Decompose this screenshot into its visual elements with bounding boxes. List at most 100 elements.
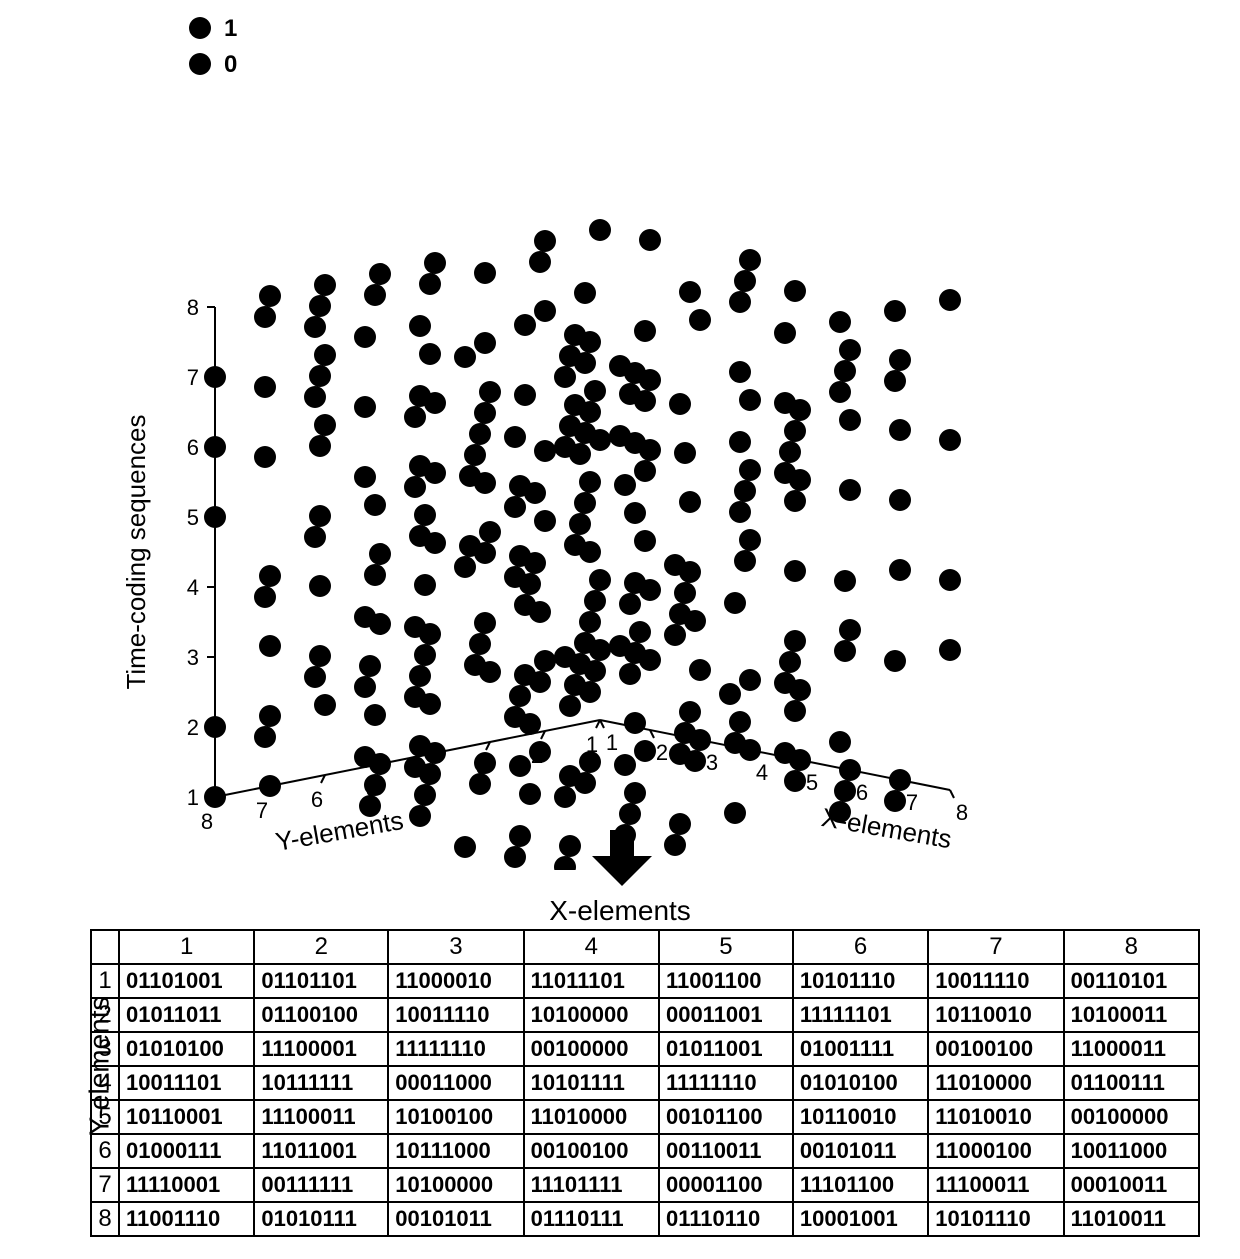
table-cell: 11100001 bbox=[254, 1032, 388, 1066]
svg-text:3: 3 bbox=[187, 645, 199, 670]
table-cell: 11101111 bbox=[524, 1168, 659, 1202]
3d-scatter-plot: 123456781234567812345678 X-elementsY-ele… bbox=[0, 0, 1240, 870]
table-cell: 11001100 bbox=[659, 964, 793, 998]
svg-text:Time-coding sequences: Time-coding sequences bbox=[121, 414, 151, 689]
table-row-header: 8 bbox=[91, 1202, 119, 1236]
svg-text:5: 5 bbox=[187, 505, 199, 530]
table-col-header: 5 bbox=[659, 930, 793, 964]
table-cell: 11010000 bbox=[524, 1100, 659, 1134]
table-cell: 11010010 bbox=[928, 1100, 1063, 1134]
svg-text:4: 4 bbox=[756, 760, 768, 785]
svg-text:2: 2 bbox=[187, 715, 199, 740]
table-cell: 01010100 bbox=[793, 1066, 928, 1100]
table-row: 4100111011011111100011000101011111111111… bbox=[91, 1066, 1199, 1100]
svg-text:8: 8 bbox=[201, 809, 213, 834]
table-col-header: 1 bbox=[119, 930, 254, 964]
table-cell: 11100011 bbox=[254, 1100, 388, 1134]
table-cell: 00101100 bbox=[659, 1100, 793, 1134]
table-cell: 01000111 bbox=[119, 1134, 254, 1168]
table-cell: 00010011 bbox=[1064, 1168, 1199, 1202]
svg-text:0: 0 bbox=[224, 51, 237, 78]
code-table: 12345678 1011010010110110111000010110111… bbox=[90, 929, 1200, 1237]
table-row: 1011010010110110111000010110111011100110… bbox=[91, 964, 1199, 998]
table-cell: 01100111 bbox=[1064, 1066, 1199, 1100]
table-cell: 01011011 bbox=[119, 998, 254, 1032]
table-corner-cell bbox=[91, 930, 119, 964]
table-cell: 10011101 bbox=[119, 1066, 254, 1100]
table-cell: 11100011 bbox=[928, 1168, 1063, 1202]
svg-text:4: 4 bbox=[187, 575, 199, 600]
svg-text:3: 3 bbox=[706, 750, 718, 775]
table-row: 8110011100101011100101011011101110111011… bbox=[91, 1202, 1199, 1236]
table-cell: 11111101 bbox=[793, 998, 928, 1032]
table-cell: 01001111 bbox=[793, 1032, 928, 1066]
table-x-axis-label: X-elements bbox=[40, 895, 1200, 927]
table-cell: 10110010 bbox=[793, 1100, 928, 1134]
table-cell: 11011001 bbox=[254, 1134, 388, 1168]
svg-text:6: 6 bbox=[187, 435, 199, 460]
table-cell: 10110010 bbox=[928, 998, 1063, 1032]
table-cell: 00110011 bbox=[659, 1134, 793, 1168]
table-cell: 10110001 bbox=[119, 1100, 254, 1134]
svg-text:6: 6 bbox=[311, 787, 323, 812]
svg-text:2: 2 bbox=[531, 743, 543, 768]
svg-text:2: 2 bbox=[656, 740, 668, 765]
table-cell: 11000011 bbox=[1064, 1032, 1199, 1066]
table-cell: 11111110 bbox=[388, 1032, 523, 1066]
table-cell: 00001100 bbox=[659, 1168, 793, 1202]
svg-text:6: 6 bbox=[856, 780, 868, 805]
table-cell: 10011000 bbox=[1064, 1134, 1199, 1168]
table-cell: 10011110 bbox=[388, 998, 523, 1032]
svg-text:1: 1 bbox=[606, 730, 618, 755]
svg-text:8: 8 bbox=[956, 800, 968, 825]
table-cell: 11000100 bbox=[928, 1134, 1063, 1168]
svg-text:7: 7 bbox=[187, 365, 199, 390]
table-row: 7111100010011111110100000111011110000110… bbox=[91, 1168, 1199, 1202]
svg-text:1: 1 bbox=[224, 15, 237, 42]
table-cell: 00101011 bbox=[793, 1134, 928, 1168]
table-cell: 10101110 bbox=[928, 1202, 1063, 1236]
table-col-header: 2 bbox=[254, 930, 388, 964]
table-col-header: 3 bbox=[388, 930, 523, 964]
svg-text:3: 3 bbox=[476, 754, 488, 779]
svg-text:Y-elements: Y-elements bbox=[273, 805, 405, 857]
table-row-header: 7 bbox=[91, 1168, 119, 1202]
svg-text:5: 5 bbox=[366, 776, 378, 801]
table-y-axis-label: Y-elements bbox=[84, 996, 116, 1135]
table-cell: 00011000 bbox=[388, 1066, 523, 1100]
table-row: 3010101001110000111111110001000000101100… bbox=[91, 1032, 1199, 1066]
table-cell: 11000010 bbox=[388, 964, 523, 998]
table-col-header: 8 bbox=[1064, 930, 1199, 964]
table-col-header: 6 bbox=[793, 930, 928, 964]
table-cell: 01010111 bbox=[254, 1202, 388, 1236]
svg-text:7: 7 bbox=[906, 790, 918, 815]
table-cell: 11001110 bbox=[119, 1202, 254, 1236]
svg-text:X-elements: X-elements bbox=[819, 802, 954, 854]
table-cell: 01010100 bbox=[119, 1032, 254, 1066]
table-cell: 10111111 bbox=[254, 1066, 388, 1100]
table-cell: 00100000 bbox=[524, 1032, 659, 1066]
table-cell: 10100000 bbox=[524, 998, 659, 1032]
svg-text:7: 7 bbox=[256, 798, 268, 823]
table-cell: 00101011 bbox=[388, 1202, 523, 1236]
table-cell: 01110111 bbox=[524, 1202, 659, 1236]
svg-text:1: 1 bbox=[586, 732, 598, 757]
table-cell: 11111110 bbox=[659, 1066, 793, 1100]
figure-wrapper: 123456781234567812345678 X-elementsY-ele… bbox=[0, 0, 1240, 1259]
table-cell: 10111000 bbox=[388, 1134, 523, 1168]
table-row: 2010110110110010010011110101000000001100… bbox=[91, 998, 1199, 1032]
code-table-region: X-elements Y-elements 12345678 101101001… bbox=[40, 895, 1200, 1237]
arrow-down-icon bbox=[590, 830, 660, 890]
svg-text:4: 4 bbox=[421, 765, 433, 790]
table-cell: 00111111 bbox=[254, 1168, 388, 1202]
svg-text:8: 8 bbox=[187, 295, 199, 320]
table-row: 5101100011110001110100100110100000010110… bbox=[91, 1100, 1199, 1134]
table-cell: 01110110 bbox=[659, 1202, 793, 1236]
table-cell: 10011110 bbox=[928, 964, 1063, 998]
table-cell: 11110001 bbox=[119, 1168, 254, 1202]
table-cell: 10101111 bbox=[524, 1066, 659, 1100]
table-cell: 01011001 bbox=[659, 1032, 793, 1066]
table-col-header: 4 bbox=[524, 930, 659, 964]
table-cell: 01101001 bbox=[119, 964, 254, 998]
table-cell: 11101100 bbox=[793, 1168, 928, 1202]
